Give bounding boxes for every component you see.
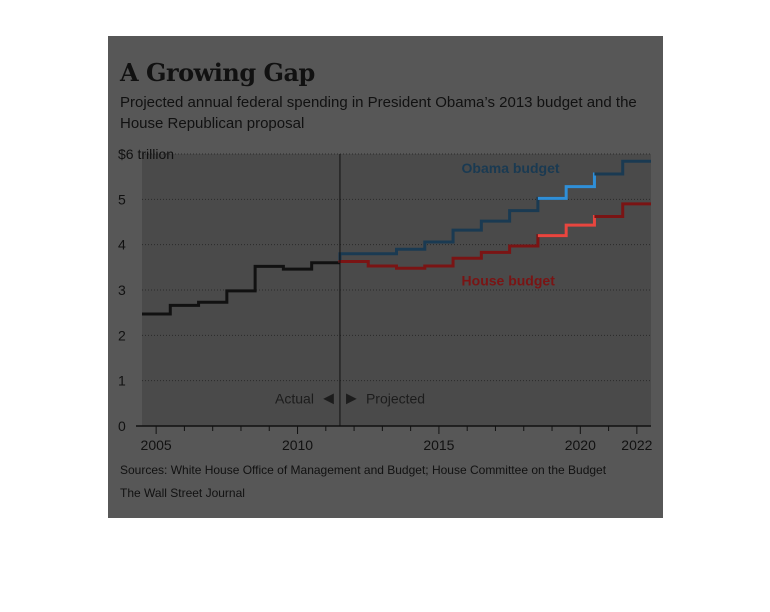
x-tick-label: 2005	[141, 437, 172, 453]
x-tick-label: 2010	[282, 437, 313, 453]
chart-svg: 2005 2010 2015 2020 2022 0 1 2 3 4 5 $6 trillion A…	[118, 146, 653, 453]
obama-series-line	[338, 196, 567, 263]
y-axis: 0 1 2 3 4 5 $6 trillion	[118, 146, 174, 434]
actual-series-line	[142, 261, 340, 316]
obama-series-end	[594, 159, 651, 176]
projected-label: Projected	[366, 390, 425, 406]
actual-label: Actual	[275, 390, 314, 406]
sources-note: Sources: White House Office of Managemen…	[120, 463, 607, 477]
y-tick-label: 1	[118, 373, 126, 389]
x-axis: 2005 2010 2015 2020 2022	[136, 425, 653, 453]
obama-budget-label: Obama budget	[462, 160, 560, 176]
house-series-end	[594, 202, 651, 219]
chart-subtitle: Projected annual federal spending in Pre…	[120, 94, 637, 132]
y-tick-label: 4	[118, 237, 126, 253]
series-lines	[142, 159, 651, 316]
y-tick-label: $6 trillion	[118, 146, 174, 162]
left-arrow-icon: ◀	[323, 389, 334, 405]
x-tick-label: 2015	[423, 437, 454, 453]
house-budget-label: House budget	[462, 272, 556, 288]
right-arrow-icon: ▶	[346, 389, 357, 405]
y-tick-label: 3	[118, 282, 126, 298]
chart-panel: 2005 2010 2015 2020 2022 0 1 2 3 4 5 $6 trillion A…	[108, 36, 663, 518]
x-tick-label: 2020	[565, 437, 596, 453]
y-tick-label: 2	[118, 327, 126, 343]
y-tick-label: 5	[118, 191, 126, 207]
house-series-line	[338, 234, 567, 270]
y-tick-label: 0	[118, 418, 126, 434]
x-tick-label: 2022	[621, 437, 652, 453]
chart-title: A Growing Gap	[120, 58, 315, 87]
credit-line: The Wall Street Journal	[120, 486, 245, 500]
